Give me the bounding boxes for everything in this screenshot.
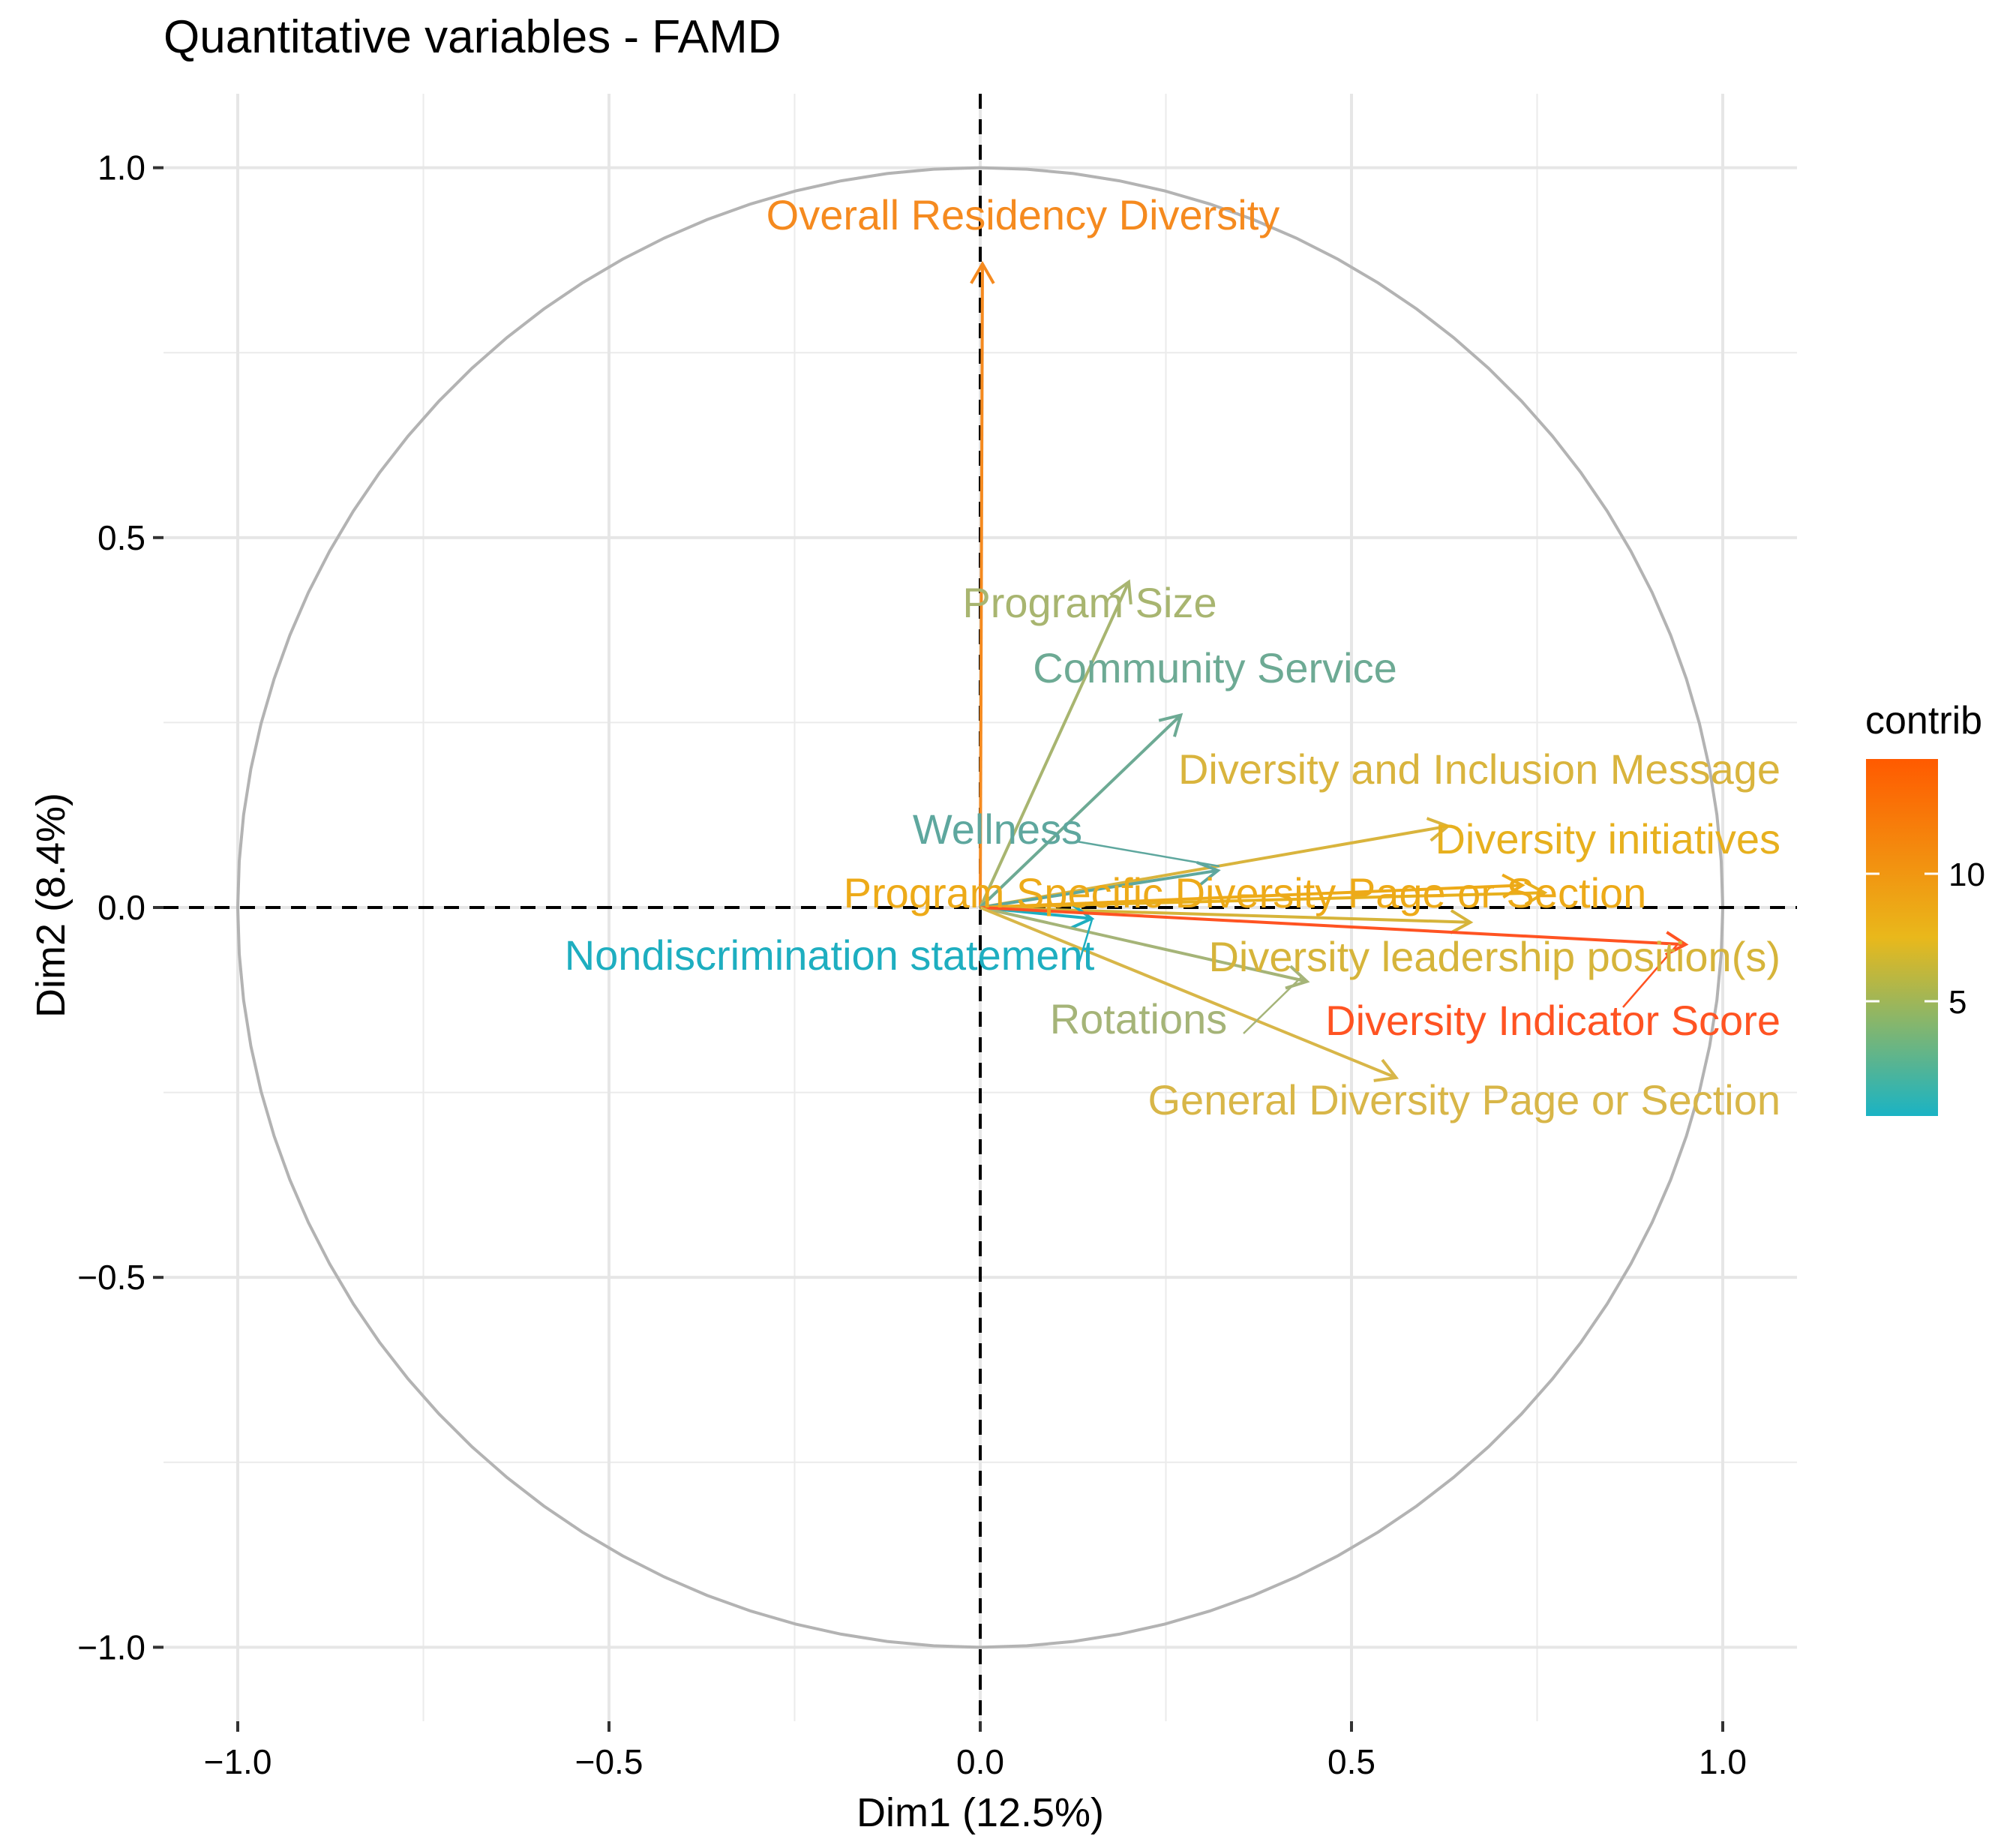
x-tick-label: 1.0 xyxy=(1699,1742,1747,1781)
y-tick-label: 0.0 xyxy=(98,888,146,927)
arrow-diversity-leadership-position-s xyxy=(980,906,1471,924)
y-tick-label: 0.5 xyxy=(98,518,146,557)
chart-title: Quantitative variables - FAMD xyxy=(164,11,782,63)
label-rotations: Rotations xyxy=(1050,995,1228,1042)
arrowhead-program-size xyxy=(1109,579,1132,605)
x-tick-label: −1.0 xyxy=(204,1742,272,1781)
unit-circle xyxy=(236,166,1725,1649)
x-tick-label: 0.0 xyxy=(956,1742,1004,1781)
legend-ticks: 5 10 xyxy=(1866,856,1985,1021)
arrowhead-wellness xyxy=(1196,860,1221,886)
label-wellness: Wellness xyxy=(913,806,1082,853)
label-nondiscrimination-statement: Nondiscrimination statement xyxy=(565,932,1095,979)
arrow-program-size xyxy=(979,581,1130,908)
label-diversity-indicator-score: Diversity Indicator Score xyxy=(1325,997,1780,1044)
label-overall-residency-diversity: Overall Residency Diversity xyxy=(766,191,1280,238)
legend-tick-label: 5 xyxy=(1948,984,1966,1021)
arrow-program-specific-diversity-page-or-section xyxy=(980,884,1522,909)
legend-tick-label: 10 xyxy=(1948,856,1985,893)
label-program-size: Program Size xyxy=(962,579,1216,626)
variable-labels: Overall Residency Diversity Program Size C… xyxy=(565,191,1780,1124)
arrow-diversity-indicator-score xyxy=(980,906,1686,946)
variable-arrows xyxy=(970,260,1689,1082)
label-program-specific-diversity-page-or-section: Program Specific Diversity Page or Secti… xyxy=(844,869,1647,916)
legend-colorbar xyxy=(1866,759,1938,1116)
leader-nondiscrimination-statement xyxy=(1077,919,1094,965)
leader-rotations xyxy=(1243,976,1303,1034)
arrowhead-overall-residency-diversity xyxy=(970,260,995,284)
arrow-overall-residency-diversity xyxy=(979,263,984,908)
arrowhead-diversity-and-inclusion-message xyxy=(1426,817,1451,842)
arrow-community-service xyxy=(979,714,1182,909)
label-community-service: Community Service xyxy=(1033,644,1396,692)
arrowhead-general-diversity-page-or-section xyxy=(1373,1058,1400,1082)
leader-wellness xyxy=(1076,840,1220,868)
arrowhead-diversity-leadership-position-s xyxy=(1450,909,1474,934)
label-diversity-and-inclusion-message: Diversity and Inclusion Message xyxy=(1178,746,1780,793)
arrowhead-diversity-initiatives xyxy=(1524,880,1548,906)
leader-diversity-indicator-score xyxy=(1622,944,1678,1008)
legend-title: contrib xyxy=(1865,699,1982,742)
arrowhead-community-service xyxy=(1158,712,1184,737)
y-tick-label: −1.0 xyxy=(77,1628,146,1666)
x-tick-label: −0.5 xyxy=(575,1742,644,1781)
y-tick-label: 1.0 xyxy=(98,148,146,188)
arrow-rotations xyxy=(980,906,1308,983)
x-tick-label: 0.5 xyxy=(1328,1742,1376,1781)
arrow-general-diversity-page-or-section xyxy=(980,906,1397,1079)
label-general-diversity-page-or-section: General Diversity Page or Section xyxy=(1148,1076,1781,1124)
y-tick-label: −0.5 xyxy=(77,1258,146,1297)
y-axis-title: Dim2 (8.4%) xyxy=(28,793,74,1018)
label-diversity-initiatives: Diversity initiatives xyxy=(1435,815,1780,862)
arrow-wellness xyxy=(980,868,1219,909)
y-axis: −1.0 −0.5 0.0 0.5 1.0 xyxy=(77,148,164,1666)
x-axis: −1.0 −0.5 0.0 0.5 1.0 xyxy=(204,1721,1747,1781)
label-leader-lines xyxy=(1076,840,1678,1034)
label-diversity-leadership-position-s: Diversity leadership position(s) xyxy=(1208,933,1780,980)
arrowhead-nondiscrimination-statement xyxy=(1070,904,1095,929)
contrib-legend: contrib 5 10 xyxy=(1865,699,1985,1116)
arrowhead-program-specific-diversity-page-or-section xyxy=(1502,873,1526,899)
x-axis-title: Dim1 (12.5%) xyxy=(856,1790,1104,1835)
